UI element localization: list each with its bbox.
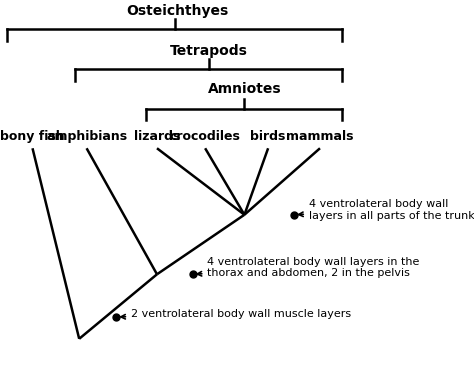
Text: Osteichthyes: Osteichthyes	[126, 4, 228, 18]
Text: 4 ventrolateral body wall layers in the
thorax and abdomen, 2 in the pelvis: 4 ventrolateral body wall layers in the …	[197, 257, 420, 278]
Text: mammals: mammals	[286, 130, 354, 143]
Text: crocodiles: crocodiles	[170, 130, 241, 143]
Text: bony fish: bony fish	[0, 130, 65, 143]
Text: birds: birds	[250, 130, 286, 143]
Text: 4 ventrolateral body wall
layers in all parts of the trunk: 4 ventrolateral body wall layers in all …	[299, 199, 474, 220]
Text: lizards: lizards	[134, 130, 180, 143]
Text: 2 ventrolateral body wall muscle layers: 2 ventrolateral body wall muscle layers	[121, 309, 351, 319]
Text: Tetrapods: Tetrapods	[170, 44, 248, 58]
Text: amphibians: amphibians	[46, 130, 127, 143]
Text: Amniotes: Amniotes	[208, 82, 281, 96]
